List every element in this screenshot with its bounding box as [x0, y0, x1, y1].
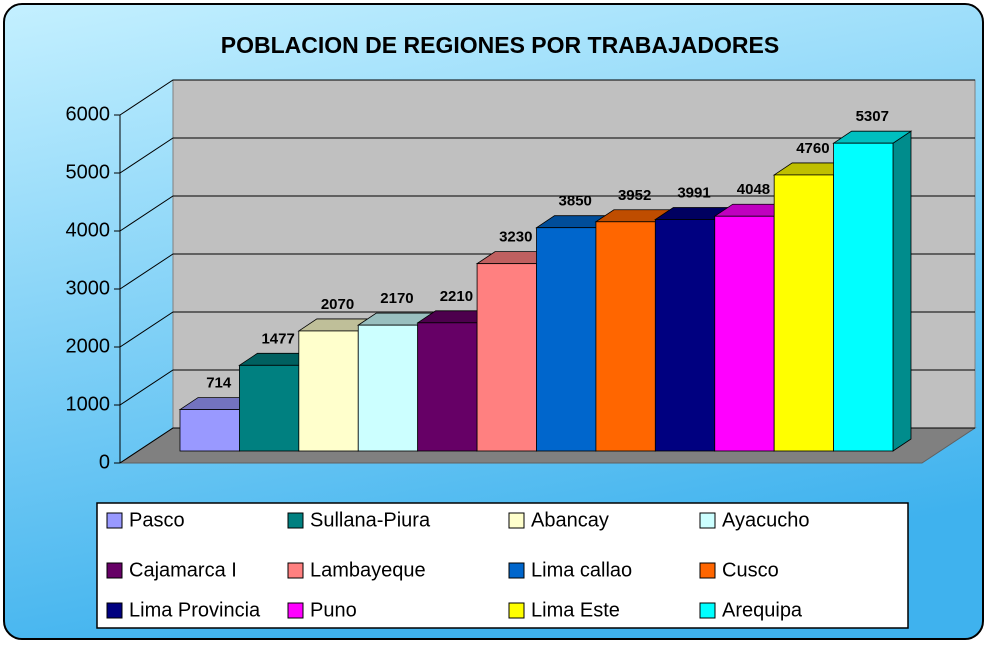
- legend-swatch: [699, 602, 716, 619]
- legend-label: Sullana-Piura: [310, 509, 431, 531]
- bar: [773, 174, 834, 452]
- plot-area: 0 1000 2000 3000 4000 5000 6000 714 1477 2070 2170…: [66, 79, 977, 473]
- legend-swatch: [508, 512, 525, 529]
- bar: [714, 215, 775, 452]
- value-label: 2070: [321, 296, 354, 313]
- grid-line: [119, 137, 975, 174]
- legend-label: Cusco: [722, 559, 779, 581]
- y-tick-label: 5000: [66, 161, 111, 183]
- legend-swatch: [106, 562, 123, 579]
- value-label: 4048: [737, 181, 770, 198]
- grid-line: [119, 195, 975, 232]
- value-label: 3850: [559, 193, 592, 210]
- value-label: 5307: [856, 108, 889, 125]
- legend-label: Cajamarca I: [129, 559, 237, 581]
- legend-swatch: [106, 512, 123, 529]
- bar: [179, 409, 240, 452]
- y-tick-label: 4000: [66, 219, 111, 241]
- grid-line: [119, 79, 975, 116]
- legend-label: Lima callao: [531, 559, 632, 581]
- value-label: 2210: [440, 288, 473, 305]
- bar: [476, 263, 537, 452]
- value-label: 3952: [618, 187, 651, 204]
- chart-title: POBLACION DE REGIONES POR TRABAJADORES: [221, 32, 779, 58]
- legend-label: Lima Este: [531, 599, 620, 621]
- legend-swatch: [699, 512, 716, 529]
- value-label: 2170: [380, 290, 413, 307]
- legend-label: Arequipa: [722, 599, 803, 621]
- legend-label: Lima Provincia: [129, 599, 261, 621]
- bar: [833, 142, 894, 452]
- y-tick-label: 3000: [66, 277, 111, 299]
- bar: [536, 227, 597, 452]
- value-label: 714: [206, 375, 232, 392]
- legend-swatch: [699, 562, 716, 579]
- legend-swatch: [287, 512, 304, 529]
- y-tick-label: 6000: [66, 103, 111, 125]
- legend-swatch: [106, 602, 123, 619]
- legend-label: Lambayeque: [310, 559, 426, 581]
- legend-box: [96, 502, 909, 629]
- bar: [595, 221, 656, 452]
- bar-side: [892, 130, 912, 452]
- legend-swatch: [508, 602, 525, 619]
- bar: [357, 324, 419, 452]
- legend: Pasco Sullana-Piura Abancay Ayacucho Cajamar…: [106, 509, 809, 621]
- value-label: 4760: [796, 140, 829, 157]
- value-label: 3230: [499, 229, 532, 246]
- value-label: 1477: [261, 330, 294, 347]
- bar: [417, 322, 478, 452]
- legend-swatch: [508, 562, 525, 579]
- legend-label: Abancay: [531, 509, 609, 531]
- y-tick-label: 0: [99, 451, 110, 473]
- bar: [239, 364, 300, 452]
- bar: [654, 219, 716, 452]
- legend-label: Ayacucho: [722, 509, 809, 531]
- legend-swatch: [287, 562, 304, 579]
- bar: [298, 330, 359, 452]
- legend-label: Pasco: [129, 509, 185, 531]
- value-label: 3991: [677, 184, 710, 201]
- legend-label: Puno: [310, 599, 357, 621]
- y-tick-label: 2000: [66, 335, 111, 357]
- legend-swatch: [287, 602, 304, 619]
- y-tick-label: 1000: [66, 393, 111, 415]
